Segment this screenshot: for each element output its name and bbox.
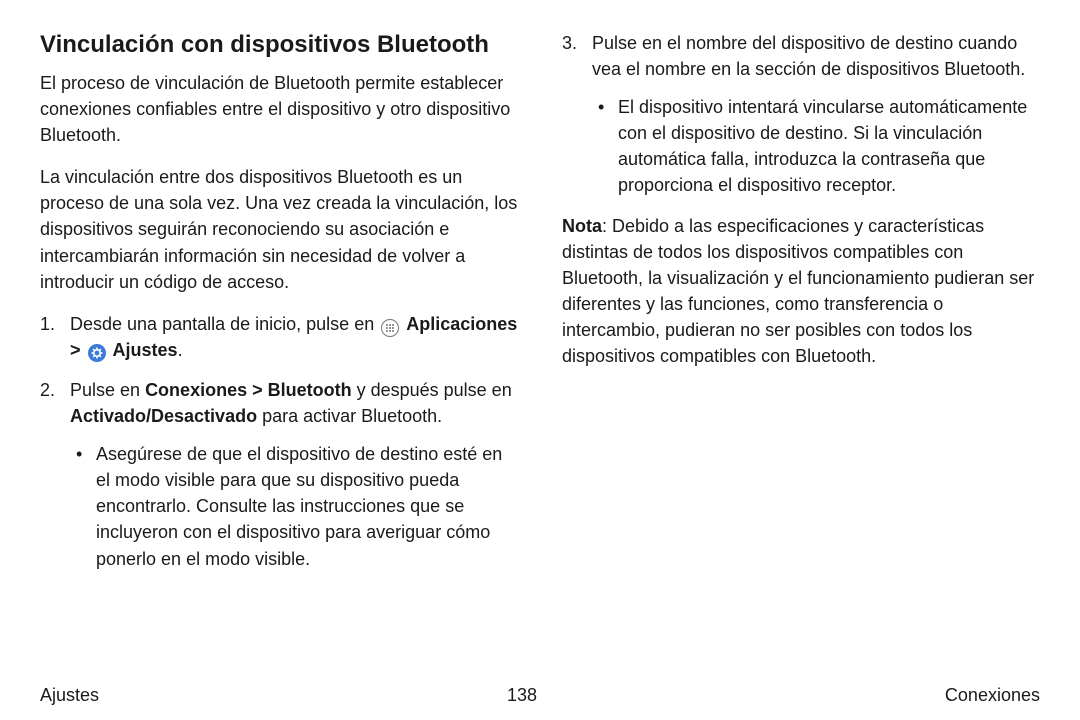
steps-list-right: Pulse en el nombre del dispositivo de de… bbox=[562, 30, 1040, 199]
step-1-settings-label: Ajustes bbox=[113, 340, 178, 360]
step-3-text: Pulse en el nombre del dispositivo de de… bbox=[592, 33, 1025, 79]
right-column: Pulse en el nombre del dispositivo de de… bbox=[562, 30, 1040, 670]
note-body: : Debido a las especificaciones y caract… bbox=[562, 216, 1034, 366]
intro-paragraph-1: El proceso de vinculación de Bluetooth p… bbox=[40, 70, 518, 148]
step-2-c: y después pulse en bbox=[352, 380, 512, 400]
step-2-bullets: Asegúrese de que el dispositivo de desti… bbox=[70, 441, 518, 571]
step-2: Pulse en Conexiones > Bluetooth y despué… bbox=[40, 377, 518, 572]
step-1: Desde una pantalla de inicio, pulse en A… bbox=[40, 311, 518, 363]
footer-right: Conexiones bbox=[945, 685, 1040, 706]
step-2-d: Activado/Desactivado bbox=[70, 406, 257, 426]
step-3-bullet-1: El dispositivo intentará vincularse auto… bbox=[592, 94, 1040, 198]
step-1-separator: > bbox=[70, 340, 86, 360]
footer-left: Ajustes bbox=[40, 685, 99, 706]
step-1-post: . bbox=[178, 340, 183, 360]
content-columns: Vinculación con dispositivos Bluetooth E… bbox=[40, 30, 1040, 670]
step-1-pre: Desde una pantalla de inicio, pulse en bbox=[70, 314, 379, 334]
page-footer: Ajustes 138 Conexiones bbox=[40, 685, 1040, 706]
note-paragraph: Nota: Debido a las especificaciones y ca… bbox=[562, 213, 1040, 370]
step-2-b: Conexiones > Bluetooth bbox=[145, 380, 352, 400]
step-3: Pulse en el nombre del dispositivo de de… bbox=[562, 30, 1040, 199]
step-2-a: Pulse en bbox=[70, 380, 145, 400]
apps-icon bbox=[381, 319, 399, 337]
left-column: Vinculación con dispositivos Bluetooth E… bbox=[40, 30, 518, 670]
step-3-bullets: El dispositivo intentará vincularse auto… bbox=[592, 94, 1040, 198]
step-1-apps-label: Aplicaciones bbox=[406, 314, 517, 334]
intro-paragraph-2: La vinculación entre dos dispositivos Bl… bbox=[40, 164, 518, 294]
settings-icon bbox=[88, 344, 106, 362]
footer-page-number: 138 bbox=[507, 685, 537, 706]
step-2-e: para activar Bluetooth. bbox=[257, 406, 442, 426]
step-2-bullet-1: Asegúrese de que el dispositivo de desti… bbox=[70, 441, 518, 571]
section-heading: Vinculación con dispositivos Bluetooth bbox=[40, 30, 518, 60]
note-label: Nota bbox=[562, 216, 602, 236]
steps-list-left: Desde una pantalla de inicio, pulse en A… bbox=[40, 311, 518, 572]
